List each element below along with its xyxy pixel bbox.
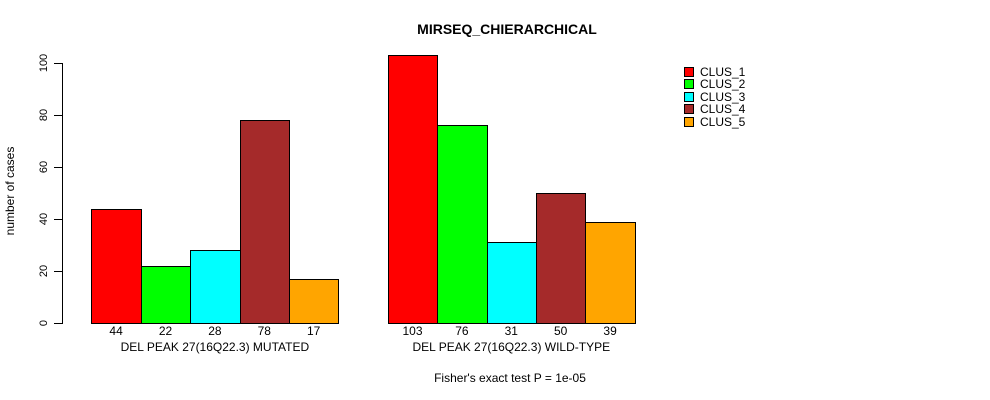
bar-value-label: 17 xyxy=(307,324,321,338)
bar-value-label: 31 xyxy=(504,324,518,338)
bar-clus_2-group2 xyxy=(437,125,488,324)
y-tick-label: 80 xyxy=(38,108,50,122)
legend-label: CLUS_1 xyxy=(700,65,746,79)
group-label-2: DEL PEAK 27(16Q22.3) WILD-TYPE xyxy=(412,340,611,354)
y-axis-line xyxy=(62,63,63,324)
bar-clus_1-group1 xyxy=(91,208,142,324)
bar-value-label: 44 xyxy=(109,324,123,338)
bar-clus_2-group1 xyxy=(140,265,192,324)
legend-swatch-clus_5 xyxy=(684,116,694,127)
bar-value-label: 50 xyxy=(554,324,568,338)
legend-swatch-clus_2 xyxy=(684,79,694,90)
legend-label: CLUS_5 xyxy=(700,114,746,129)
y-tick-mark xyxy=(54,219,62,220)
y-tick-label: 20 xyxy=(38,264,50,278)
legend-item-clus_5: CLUS_5 xyxy=(684,116,745,128)
bar-clus_1-group2 xyxy=(387,55,439,324)
legend-swatch-clus_4 xyxy=(684,104,694,115)
bar-value-label: 28 xyxy=(208,324,222,338)
bar-value-label: 22 xyxy=(158,324,173,338)
bar-clus_3-group2 xyxy=(486,242,537,324)
group-label-1: DEL PEAK 27(16Q22.3) MUTATED xyxy=(120,340,310,354)
bar-value-label: 39 xyxy=(603,324,617,338)
legend-swatch-clus_1 xyxy=(684,67,694,77)
y-tick-mark xyxy=(54,271,62,272)
y-tick-mark xyxy=(54,115,62,116)
bar-clus_5-group1 xyxy=(289,278,340,324)
bar-value-label: 78 xyxy=(257,324,271,338)
chart-title: MIRSEQ_CHIERARCHICAL xyxy=(417,21,597,37)
legend-item-clus_3: CLUS_3 xyxy=(684,91,745,103)
y-tick-label: 0 xyxy=(38,319,50,327)
y-axis-label: number of cases xyxy=(3,146,17,236)
y-tick-mark xyxy=(54,63,62,64)
bar-clus_5-group2 xyxy=(585,221,636,324)
legend-item-clus_1: CLUS_1 xyxy=(684,66,745,78)
bar-clus_4-group1 xyxy=(239,120,290,324)
y-tick-label: 100 xyxy=(38,53,50,73)
y-tick-label: 40 xyxy=(38,212,50,226)
legend-item-clus_4: CLUS_4 xyxy=(684,103,745,115)
legend-label: CLUS_2 xyxy=(700,77,746,92)
bar-clus_4-group2 xyxy=(536,193,587,324)
bar-value-label: 103 xyxy=(402,324,423,338)
bar-value-label: 76 xyxy=(455,324,469,338)
y-tick-mark xyxy=(54,167,62,168)
legend-swatch-clus_3 xyxy=(684,91,694,102)
y-tick-label: 60 xyxy=(38,160,50,174)
bar-clus_3-group1 xyxy=(190,250,241,324)
legend-item-clus_2: CLUS_2 xyxy=(684,78,745,90)
legend-label: CLUS_4 xyxy=(700,102,746,117)
legend-label: CLUS_3 xyxy=(700,89,746,104)
y-tick-mark xyxy=(54,323,62,324)
fisher-test-annotation: Fisher's exact test P = 1e-05 xyxy=(434,371,586,385)
